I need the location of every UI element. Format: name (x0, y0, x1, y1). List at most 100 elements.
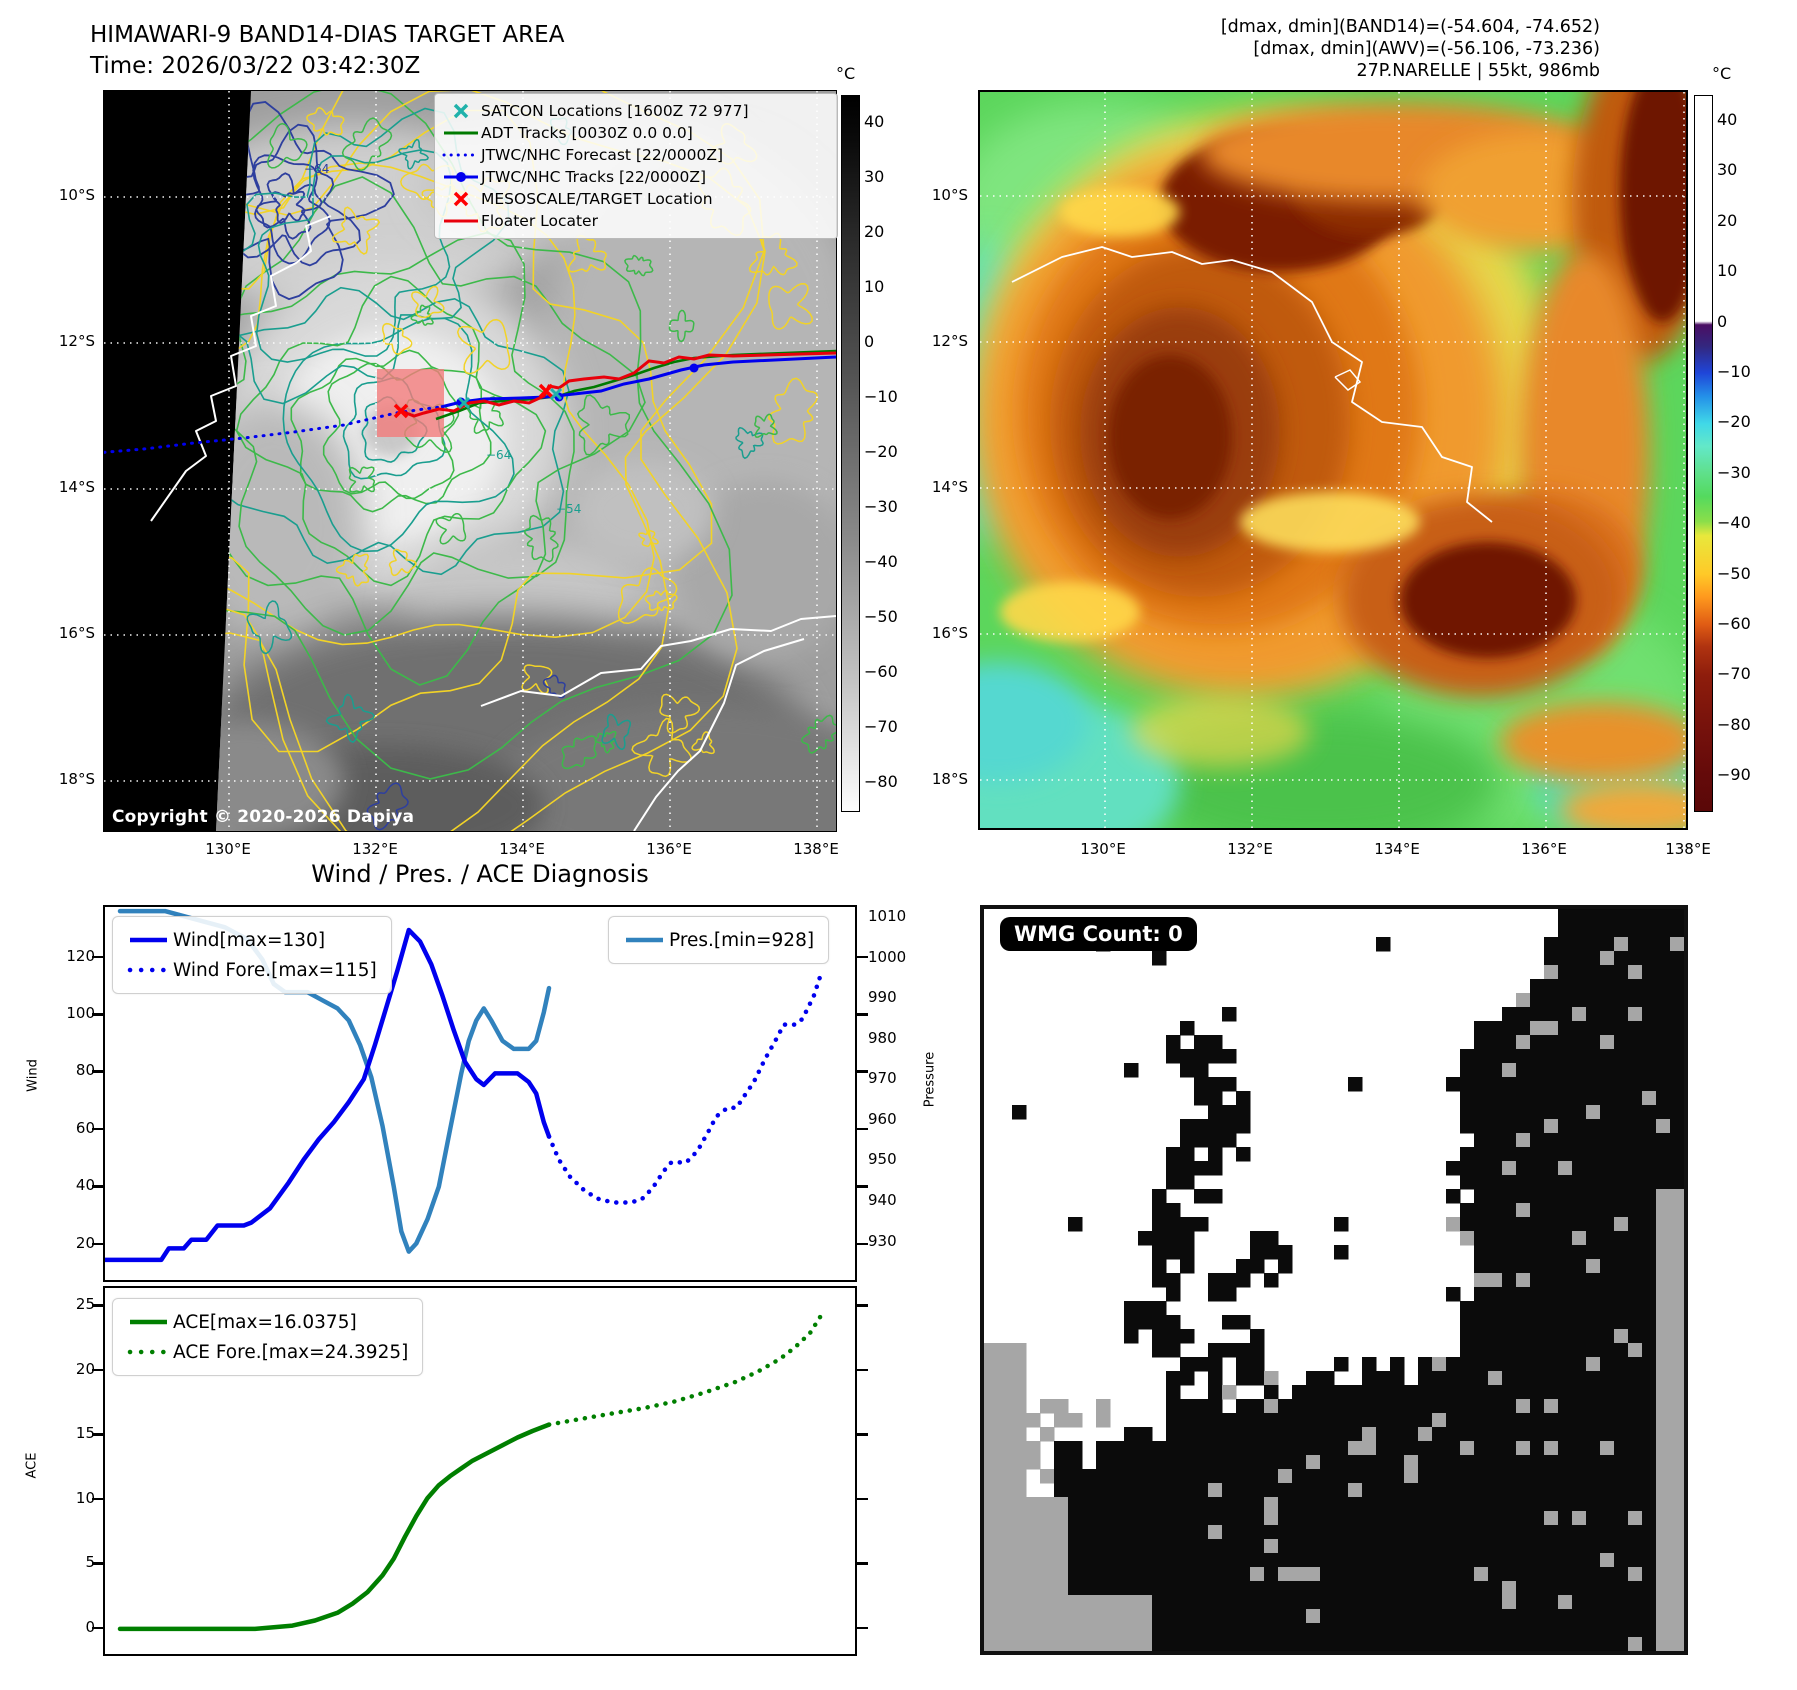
legend-wind: Wind[max=130] (173, 929, 326, 951)
colorbar-tick-label: −90 (1717, 765, 1751, 785)
info-line-storm: 27P.NARELLE | 55kt, 986mb (1356, 61, 1600, 81)
wind-legend: Wind[max=130] Wind Fore.[max=115] (112, 916, 392, 994)
tick-mark (857, 1368, 868, 1372)
legend-row: ACE Fore.[max=24.3925] (127, 1337, 408, 1367)
lon-tick-label: 136°E (1521, 840, 1567, 858)
map-legend-label: JTWC/NHC Forecast [22/0000Z] (481, 146, 724, 164)
legend-row: Wind Fore.[max=115] (127, 955, 377, 985)
wind-tick-label: 100 (66, 1004, 95, 1023)
lat-tick-label: 18°S (58, 770, 95, 788)
contour-label: −64 (486, 448, 511, 462)
colorbar-tick-label: −80 (1717, 714, 1751, 734)
info-line-band14: [dmax, dmin](BAND14)=(-54.604, -74.652) (1220, 17, 1600, 37)
legend-row: ACE[max=16.0375] (127, 1307, 408, 1337)
colorbar-tick-label: −50 (1717, 563, 1751, 583)
pressure-tick-label: 940 (868, 1190, 897, 1209)
colorbar-tick-label: −80 (864, 772, 898, 791)
legend-row: Wind[max=130] (127, 925, 377, 955)
legend-row: Pres.[min=928] (623, 925, 814, 955)
tick-mark (857, 1127, 868, 1131)
ace-tick-label: 10 (75, 1488, 95, 1507)
colorbar-tick-label: −10 (1717, 362, 1751, 381)
legend-wind-forecast: Wind Fore.[max=115] (173, 959, 377, 981)
dotted-marker-icon (442, 153, 480, 157)
colorbar-tick-label: −20 (1717, 412, 1751, 432)
colorbar-tick-label: −60 (864, 662, 898, 681)
ace-legend: ACE[max=16.0375] ACE Fore.[max=24.3925] (112, 1298, 424, 1376)
tick-mark (857, 955, 868, 959)
lat-tick-label: 18°S (931, 770, 968, 788)
tick-mark (857, 1185, 868, 1188)
awv-colorbar (1694, 95, 1713, 812)
map-legend: SATCON Locations [1600Z 72 977] ADT Track… (434, 93, 838, 239)
legend-ace: ACE[max=16.0375] (173, 1311, 357, 1333)
awv-colorbar-unit: °C (1712, 64, 1732, 83)
lon-tick-label: 132°E (1227, 840, 1273, 858)
tick-mark (92, 1070, 103, 1073)
lon-tick-label: 130°E (205, 840, 251, 858)
copyright-label: Copyright © 2020-2026 Dapiya (112, 807, 415, 827)
colorbar-tick-label: 40 (1717, 110, 1738, 129)
colorbar-tick-label: −50 (864, 607, 898, 626)
tick-mark (857, 1433, 868, 1436)
band14-map-panel: −64 −64 −54 SATCON Locations [1600Z 72 977… (103, 90, 838, 832)
lon-tick-label: 136°E (646, 840, 692, 858)
ace-tick-label: 25 (75, 1295, 95, 1314)
storm-info-block: [dmax, dmin](BAND14)=(-54.604, -74.652) … (1040, 16, 1600, 82)
colorbar-tick-label: 10 (1717, 261, 1738, 281)
colorbar-tick-label: −30 (1717, 462, 1751, 482)
contour-label: −64 (304, 162, 329, 176)
colorbar-tick-label: 0 (864, 332, 875, 351)
map-legend-label: Floater Locater (481, 212, 598, 230)
pressure-tick-label: 990 (868, 988, 897, 1007)
lon-tick-label: 132°E (352, 840, 398, 858)
lat-tick-label: 10°S (931, 186, 968, 204)
pressure-tick-label: 980 (868, 1028, 897, 1047)
map-legend-row: MESOSCALE/TARGET Location (441, 188, 829, 210)
band14-colorbar (841, 95, 860, 812)
lat-tick-label: 12°S (58, 332, 95, 350)
colorbar-tick-label: −70 (1717, 664, 1751, 684)
map-legend-row: Floater Locater (441, 210, 829, 232)
wmg-grid-panel (980, 905, 1688, 1655)
lon-tick-label: 134°E (499, 840, 545, 858)
map-legend-row: SATCON Locations [1600Z 72 977] (441, 100, 829, 122)
colorbar-tick-label: 20 (1717, 210, 1738, 230)
lon-tick-label: 138°E (793, 840, 839, 858)
tick-mark (92, 955, 103, 959)
colorbar-tick-label: 10 (864, 277, 885, 296)
colorbar-tick-label: 20 (864, 222, 885, 241)
pressure-tick-label: 1000 (868, 947, 907, 966)
map-legend-label: ADT Tracks [0030Z 0.0 0.0] (481, 124, 693, 142)
map-legend-label: MESOSCALE/TARGET Location (481, 190, 713, 208)
wind-tick-label: 120 (66, 946, 95, 965)
chart-suptitle: Wind / Pres. / ACE Diagnosis (311, 860, 649, 888)
line-marker-icon (444, 219, 478, 223)
lon-tick-label: 134°E (1374, 840, 1420, 858)
ace-plot (117, 1312, 824, 1632)
lat-tick-label: 16°S (58, 624, 95, 642)
tick-mark (92, 1433, 103, 1436)
map-legend-row: JTWC/NHC Forecast [22/0000Z] (441, 144, 829, 166)
ace-tick-label: 0 (85, 1617, 95, 1636)
line-circle-marker-icon (444, 172, 478, 182)
pressure-tick-label: 930 (868, 1231, 897, 1250)
x-marker-icon (453, 103, 469, 119)
pressure-tick-label: 950 (868, 1150, 897, 1169)
colorbar-tick-label: −10 (864, 387, 898, 406)
ace-axis-label: ACE (24, 1452, 40, 1479)
pressure-tick-label: 970 (868, 1069, 897, 1088)
tick-mark (857, 1497, 868, 1501)
lon-tick-label: 138°E (1665, 840, 1711, 858)
tick-mark (857, 1242, 868, 1246)
lat-tick-label: 14°S (931, 478, 968, 496)
lat-tick-label: 14°S (58, 478, 95, 496)
contour-label: −54 (556, 502, 581, 516)
awv-map-panel (978, 90, 1688, 830)
timestamp: Time: 2026/03/22 03:42:30Z (90, 53, 421, 79)
map-legend-row: JTWC/NHC Tracks [22/0000Z] (441, 166, 829, 188)
colorbar-tick-label: −40 (864, 552, 898, 571)
tick-mark (857, 1070, 868, 1073)
line-marker-icon (444, 131, 478, 135)
lat-tick-label: 16°S (931, 624, 968, 642)
